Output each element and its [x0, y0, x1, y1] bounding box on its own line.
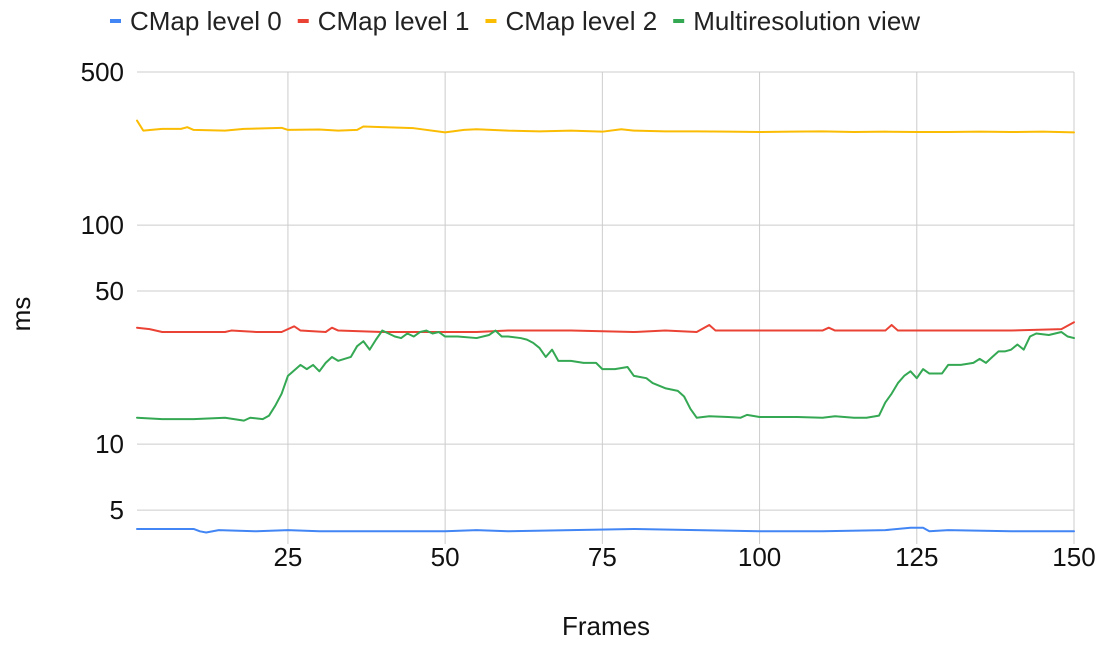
- legend-label-cmap-level-1: CMap level 1: [318, 6, 470, 36]
- x-tick-label: 75: [588, 542, 617, 572]
- x-tick-label: 150: [1052, 542, 1095, 572]
- y-tick-label: 50: [95, 276, 124, 306]
- legend: CMap level 0 CMap level 1 CMap level 2 Mult…: [110, 6, 920, 36]
- series-line-cmap-level-0: [136, 526, 1075, 534]
- legend-swatch-cmap-level-1: [297, 19, 309, 23]
- gridlines: [137, 71, 1075, 544]
- y-tick-label: 5: [110, 495, 124, 525]
- legend-label-multiresolution-view: Multiresolution view: [693, 6, 920, 36]
- x-axis-ticks: 25 50 75 100 125 150: [273, 542, 1095, 572]
- x-tick-label: 50: [431, 542, 460, 572]
- x-axis-title: Frames: [562, 611, 650, 641]
- series-line-multiresolution-view: [136, 329, 1075, 422]
- x-tick-label: 100: [738, 542, 781, 572]
- y-axis-ticks: 5 10 50 100 500: [81, 57, 124, 525]
- legend-label-cmap-level-0: CMap level 0: [130, 6, 282, 36]
- legend-swatch-multiresolution-view: [673, 19, 685, 23]
- legend-label-cmap-level-2: CMap level 2: [505, 6, 657, 36]
- legend-swatch-cmap-level-0: [110, 19, 121, 23]
- y-tick-label: 10: [95, 429, 124, 459]
- x-tick-label: 125: [895, 542, 938, 572]
- series-line-cmap-level-2: [136, 119, 1075, 134]
- y-tick-label: 500: [81, 57, 124, 87]
- x-tick-label: 25: [273, 542, 302, 572]
- series-lines: [136, 119, 1075, 534]
- legend-swatch-cmap-level-2: [485, 19, 497, 23]
- series-line-cmap-level-1: [136, 321, 1075, 334]
- y-axis-title: ms: [6, 297, 36, 332]
- y-tick-label: 100: [81, 210, 124, 240]
